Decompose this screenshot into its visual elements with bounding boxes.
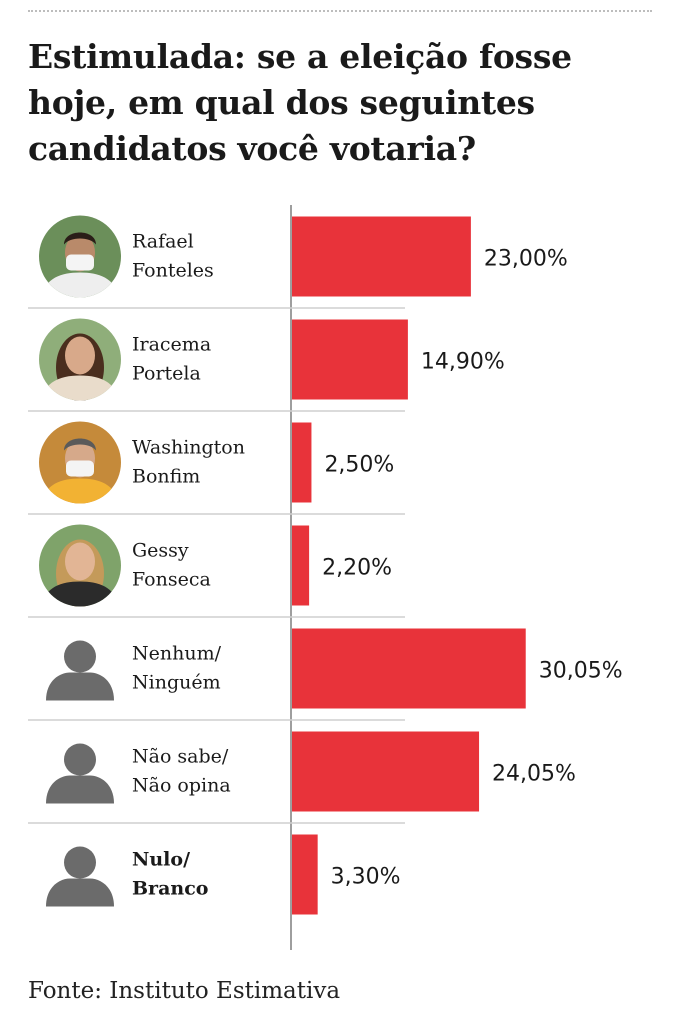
- value-label: 2,50%: [324, 453, 394, 478]
- category-label: Nulo/Branco: [132, 849, 208, 900]
- category-label: Washington Bonfim: [132, 437, 245, 488]
- category-label: Iracema Portela: [132, 334, 211, 385]
- bar: [292, 319, 408, 400]
- bar: [292, 731, 480, 812]
- candidate-photo: [39, 318, 121, 401]
- value-label: 30,05%: [539, 659, 623, 684]
- category-label: Não sabe/Não opina: [132, 746, 231, 797]
- chart-row: Gessy Fonseca 2,20%: [28, 524, 405, 618]
- chart-row: Nulo/Branco 3,30%: [46, 834, 401, 915]
- value-label: 3,30%: [331, 865, 401, 890]
- chart-row: Não sabe/Não opina 24,05%: [28, 731, 576, 824]
- candidate-photo: [39, 524, 121, 607]
- value-label: 24,05%: [492, 762, 576, 787]
- source-note: Fonte: Instituto Estimativa: [28, 978, 341, 1004]
- bar: [292, 422, 312, 503]
- candidate-photo: [39, 421, 121, 504]
- bar: [292, 525, 310, 606]
- bar: [292, 834, 318, 915]
- category-label: Rafael Fonteles: [132, 231, 214, 282]
- person-silhouette-icon: [46, 743, 114, 804]
- value-label: 14,90%: [421, 350, 505, 375]
- bar-chart: Rafael Fonteles 23,00% Iracema Portela 14,90%…: [28, 205, 623, 950]
- top-dotted-rule: [28, 10, 652, 12]
- category-label: Nenhum/Ninguém: [132, 643, 222, 694]
- value-label: 23,00%: [484, 247, 568, 272]
- category-label: Gessy Fonseca: [132, 540, 211, 591]
- person-silhouette-icon: [46, 640, 114, 701]
- chart-title: Estimulada: se a eleição fosse hoje, em …: [28, 37, 572, 168]
- candidate-photo: [39, 215, 121, 298]
- chart-row: Nenhum/Ninguém 30,05%: [28, 628, 623, 721]
- chart-row: Rafael Fonteles 23,00%: [28, 215, 568, 309]
- chart-row: Iracema Portela 14,90%: [28, 318, 505, 412]
- chart-row: Washington Bonfim 2,50%: [28, 421, 405, 515]
- value-label: 2,20%: [322, 556, 392, 581]
- person-silhouette-icon: [46, 846, 114, 907]
- bar: [292, 628, 526, 709]
- bar: [292, 216, 471, 297]
